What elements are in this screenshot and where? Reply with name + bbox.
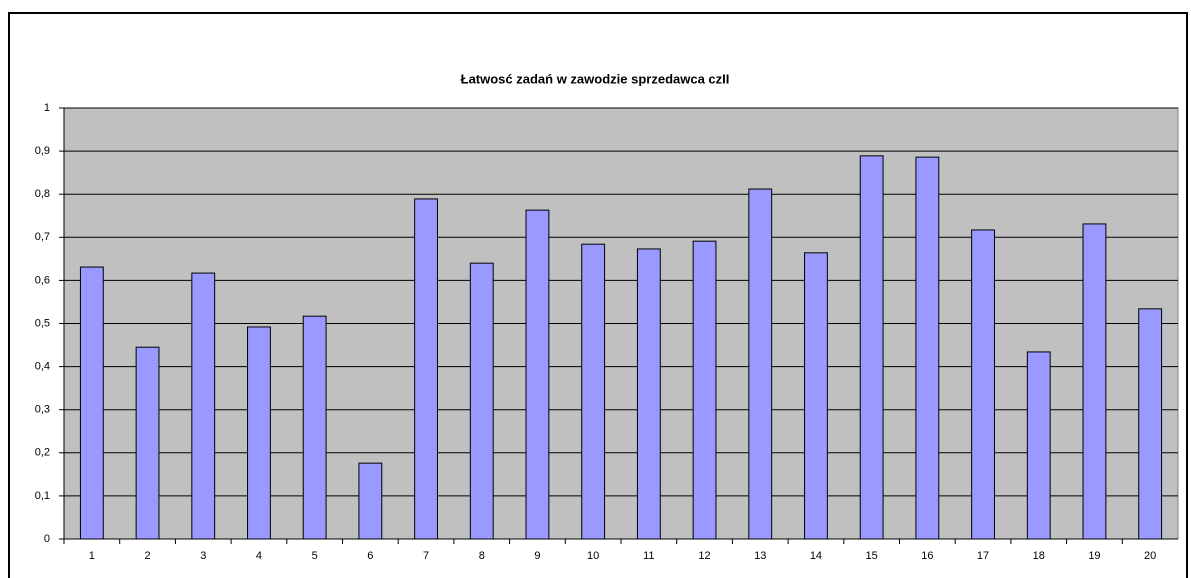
x-tick-label: 17 <box>977 550 989 562</box>
x-tick-label: 2 <box>144 550 150 562</box>
bar <box>859 155 884 540</box>
x-tick-label: 19 <box>1088 550 1100 562</box>
bar <box>247 326 271 540</box>
y-tick-label: 0,5 <box>35 317 50 329</box>
x-tick-label: 5 <box>312 550 318 562</box>
x-tick-label: 20 <box>1144 550 1156 562</box>
x-tick-label: 7 <box>423 550 429 562</box>
y-tick-label: 0,2 <box>35 447 50 459</box>
bar <box>1082 223 1107 540</box>
bar <box>191 272 216 540</box>
chart-title: Łatwosć zadań w zawodzie sprzedawca czII <box>461 71 730 86</box>
x-tick-label: 1 <box>89 550 95 562</box>
bar <box>692 240 717 540</box>
y-tick-label: 0,9 <box>35 145 50 157</box>
x-tick-label: 18 <box>1033 550 1045 562</box>
y-tick-label: 0,3 <box>35 404 50 416</box>
bar <box>1026 351 1051 540</box>
y-tick-label: 0,7 <box>35 231 50 243</box>
bar <box>525 209 550 540</box>
x-tick-label: 9 <box>534 550 540 562</box>
x-tick-label: 14 <box>810 550 822 562</box>
bar <box>302 315 327 540</box>
y-tick-label: 0,1 <box>35 490 50 502</box>
x-tick-label: 15 <box>866 550 878 562</box>
y-tick-label: 0 <box>44 533 50 545</box>
x-tick-label: 11 <box>643 550 654 562</box>
x-tick-label: 8 <box>479 550 485 562</box>
bar <box>971 229 995 540</box>
y-tick-label: 0,6 <box>35 274 50 286</box>
bar <box>581 243 606 540</box>
bar <box>748 188 773 540</box>
x-tick-label: 13 <box>754 550 766 562</box>
bar <box>469 262 494 540</box>
bar <box>1138 308 1163 540</box>
x-tick-label: 3 <box>200 550 206 562</box>
bar <box>79 266 104 540</box>
bar <box>135 346 160 540</box>
x-tick-label: 6 <box>367 550 373 562</box>
x-tick-label: 4 <box>256 550 262 562</box>
y-tick-label: 0,8 <box>35 188 50 200</box>
bar <box>915 156 940 540</box>
chart-frame <box>8 12 1188 578</box>
x-tick-label: 10 <box>587 550 599 562</box>
x-tick-label: 12 <box>698 550 710 562</box>
x-tick-label: 16 <box>921 550 933 562</box>
y-tick-label: 0,4 <box>35 361 50 373</box>
bar <box>414 198 438 540</box>
y-tick-label: 1 <box>44 102 50 114</box>
bar <box>636 248 661 540</box>
bar <box>358 462 383 540</box>
bar <box>804 252 828 540</box>
